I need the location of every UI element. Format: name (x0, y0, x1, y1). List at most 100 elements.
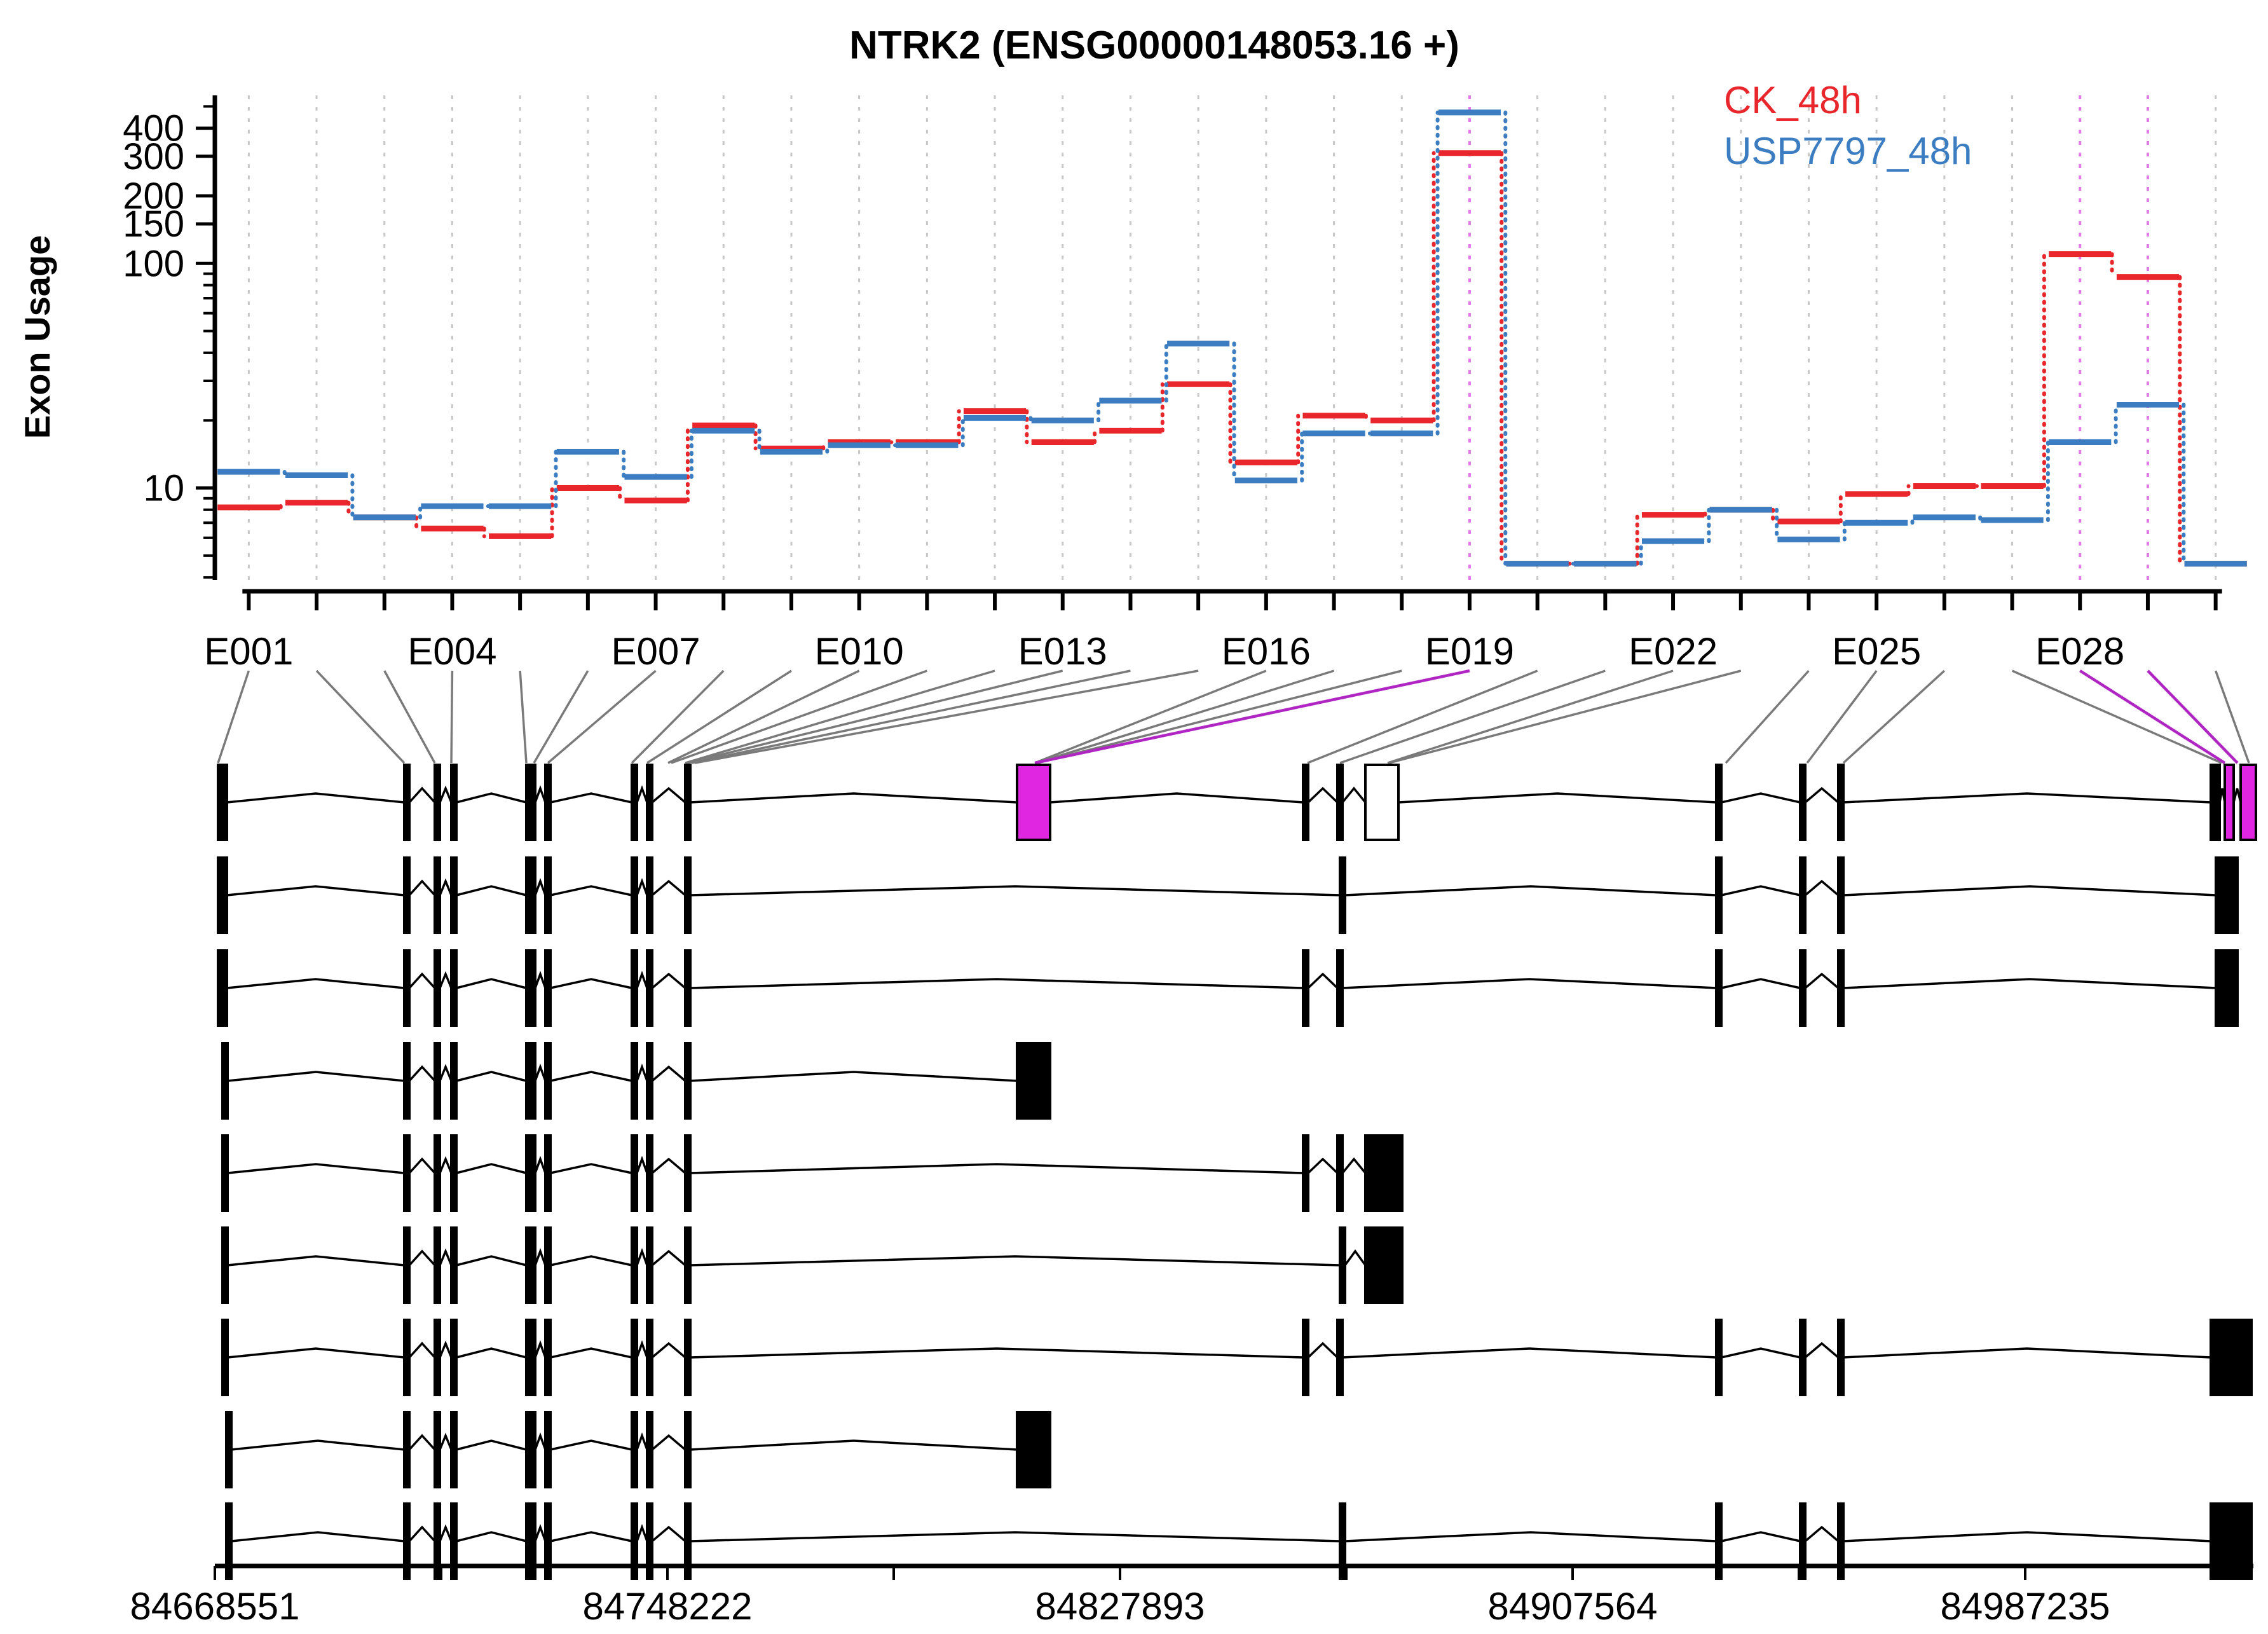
x-tick-label-e022: E022 (1629, 630, 1718, 673)
exon-block (1364, 1134, 1404, 1212)
x-tick-label-e013: E013 (1018, 630, 1107, 673)
intron-line (690, 1347, 1304, 1359)
intron-line (1804, 1525, 1840, 1542)
link-line-e029 (2147, 669, 2239, 764)
intron-line (1344, 1531, 1717, 1542)
series-usp7797-48h (217, 109, 2247, 567)
link-line-e012 (685, 669, 995, 764)
y-tick-label-150: 150 (123, 203, 184, 245)
intron-line (1721, 792, 1801, 804)
exon-block (1799, 1319, 1807, 1396)
intron-line (636, 970, 648, 989)
y-tick-label-10: 10 (143, 468, 184, 509)
genomic-axis: 84668551 84748222 84827893 84907564 84987235 (130, 1563, 2253, 1628)
series-layer (217, 109, 2247, 567)
exon-block (1302, 764, 1309, 841)
link-line-e024 (1725, 669, 1810, 764)
exon-block (403, 856, 411, 934)
intron-line (227, 1071, 405, 1082)
intron-line (226, 885, 405, 896)
exon-block (403, 1226, 411, 1304)
exon-block (217, 856, 228, 934)
transcript-row-4 (221, 1042, 1051, 1120)
exon-block (1715, 1319, 1723, 1396)
intron-line (408, 879, 436, 896)
link-line-e017 (1035, 669, 1335, 764)
exon-block (2239, 764, 2257, 841)
exon-block (1302, 1319, 1309, 1396)
intron-line (408, 786, 436, 804)
intron-line (1344, 885, 1717, 896)
intron-line (636, 1247, 648, 1266)
link-line-e021 (1339, 669, 1606, 764)
link-line-e005 (519, 670, 528, 764)
intron-line (651, 972, 687, 989)
intron-line (651, 1249, 687, 1267)
exon-block (684, 1502, 692, 1580)
intron-line (231, 1439, 405, 1451)
intron-line (636, 1155, 648, 1174)
exon-block (403, 1502, 411, 1580)
intron-line (1307, 972, 1339, 989)
exon-block (2210, 1319, 2253, 1396)
intron-line (651, 1434, 687, 1451)
link-line-e001 (217, 670, 250, 764)
exon-block (403, 949, 411, 1027)
intron-line (636, 1523, 648, 1542)
intron-line (1804, 1342, 1840, 1359)
intron-line (226, 978, 405, 989)
intron-line (408, 1342, 436, 1359)
intron-line (1804, 972, 1840, 989)
link-line-e016 (1034, 669, 1267, 764)
exon-block (2215, 856, 2239, 934)
exon-block (221, 1042, 229, 1120)
exon-block (631, 1319, 638, 1396)
exon-block (450, 1134, 458, 1212)
chart-title: NTRK2 (ENSG00000148053.16 +) (849, 24, 1459, 67)
intron-line (456, 978, 527, 989)
exon-block (450, 1042, 458, 1120)
intron-line (408, 1157, 436, 1174)
intron-line (456, 1163, 527, 1174)
exon-block (1837, 949, 1845, 1027)
intron-line (439, 1064, 453, 1081)
link-line-e030 (2215, 670, 2250, 764)
exon-block (450, 1502, 458, 1580)
exon-block (403, 1411, 411, 1488)
intron-line (534, 1063, 547, 1081)
exon-block (525, 1319, 536, 1396)
intron-line (651, 1525, 687, 1542)
exon-block (1837, 1319, 1845, 1396)
genomic-tick-label-84987235: 84987235 (1941, 1585, 2110, 1628)
exon-block (525, 764, 536, 841)
exon-block (1799, 764, 1807, 841)
exon-block (1799, 856, 1807, 934)
exon-block (646, 764, 653, 841)
link-line-e003 (383, 670, 436, 764)
exon-block (1837, 764, 1845, 841)
transcript-row-2 (217, 856, 2239, 934)
exon-block (684, 1042, 692, 1120)
intron-line (439, 1340, 453, 1358)
intron-line (1843, 885, 2217, 896)
grid-lines (247, 95, 2217, 580)
exon-block (1339, 856, 1346, 934)
intron-line (1843, 1347, 2211, 1359)
exon-block (544, 1319, 552, 1396)
exon-block (221, 1226, 229, 1304)
intron-line (550, 1071, 632, 1082)
intron-line (550, 885, 632, 896)
link-line-e025 (1806, 669, 1878, 764)
exon-block (525, 1042, 536, 1120)
intron-line (651, 1157, 687, 1174)
exon-block (684, 1134, 692, 1212)
intron-line (1307, 1342, 1339, 1359)
exon-block (1364, 764, 1400, 841)
exon-block (434, 949, 441, 1027)
intron-line (1721, 978, 1801, 989)
intron-line (550, 792, 632, 804)
exon-block (525, 1411, 536, 1488)
intron-line (1307, 786, 1339, 804)
exon-block (646, 856, 653, 934)
